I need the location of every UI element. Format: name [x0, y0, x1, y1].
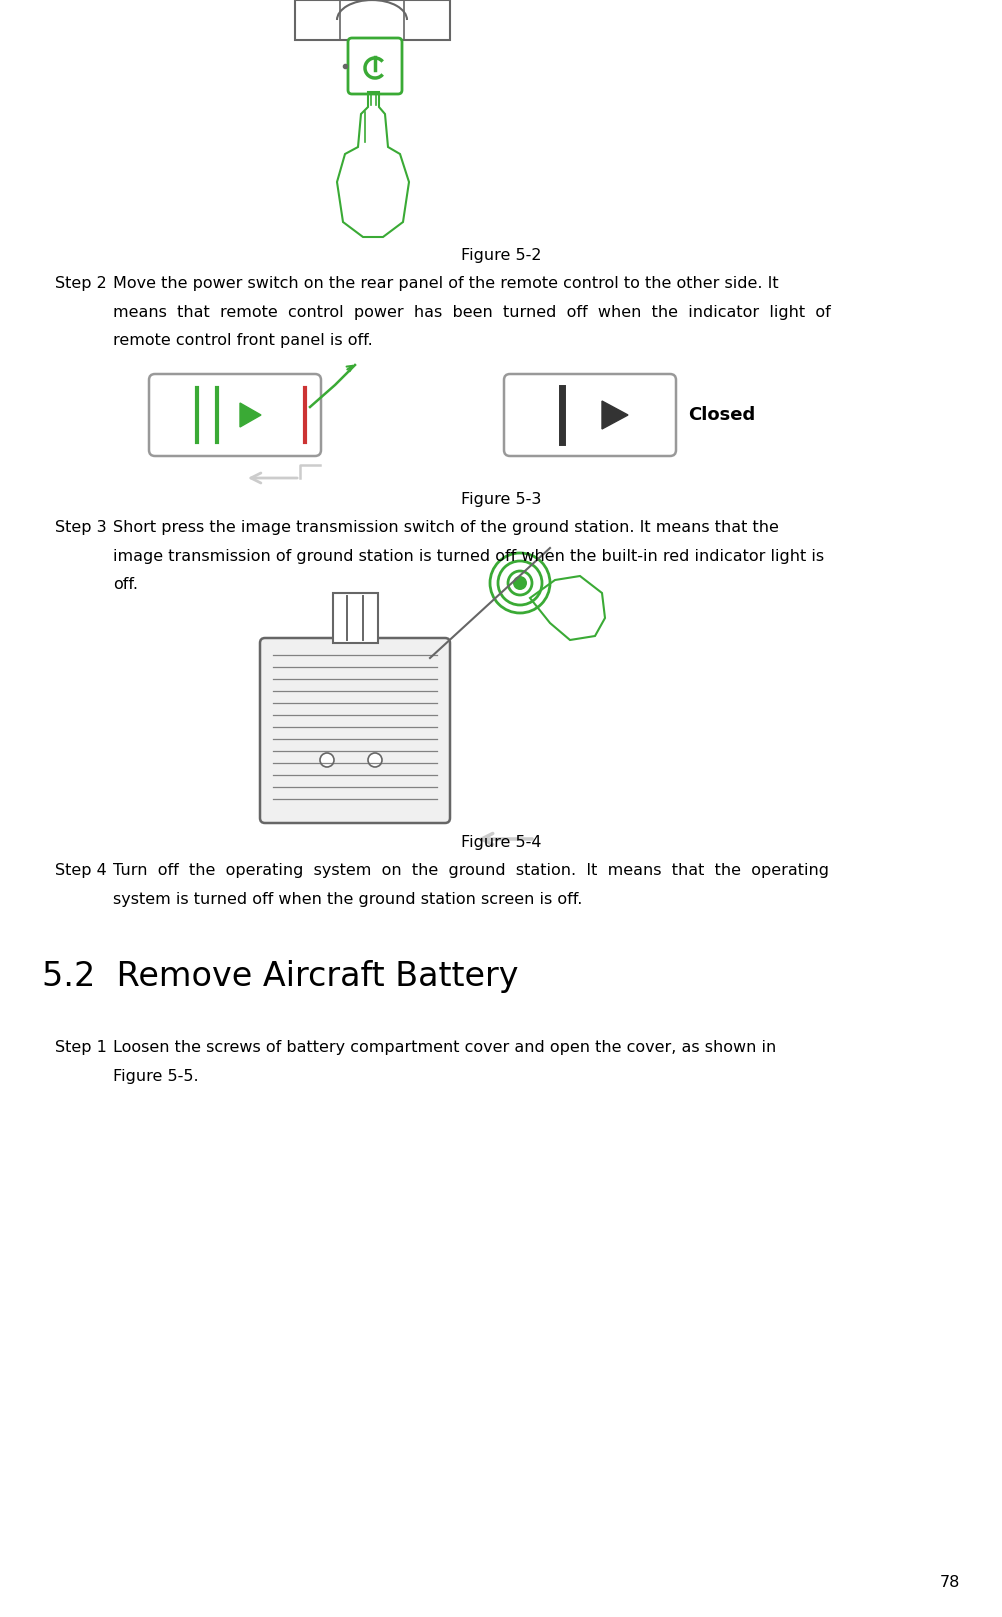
Text: Short press the image transmission switch of the ground station. It means that t: Short press the image transmission switc…: [113, 521, 779, 535]
FancyBboxPatch shape: [348, 39, 402, 94]
Text: off.: off.: [113, 577, 138, 592]
FancyBboxPatch shape: [149, 374, 321, 456]
Circle shape: [512, 576, 526, 590]
Text: Figure 5-5.: Figure 5-5.: [113, 1069, 198, 1083]
Circle shape: [490, 553, 549, 613]
Circle shape: [368, 754, 382, 766]
Polygon shape: [239, 403, 261, 427]
Text: Step 1: Step 1: [55, 1040, 107, 1054]
Text: 78: 78: [939, 1575, 959, 1590]
Text: system is turned off when the ground station screen is off.: system is turned off when the ground sta…: [113, 891, 582, 907]
Text: Figure 5-2: Figure 5-2: [460, 247, 541, 264]
Circle shape: [507, 571, 531, 595]
Text: Step 2: Step 2: [55, 277, 106, 291]
Text: Closed: Closed: [687, 406, 755, 424]
Text: remote control front panel is off.: remote control front panel is off.: [113, 333, 373, 348]
FancyBboxPatch shape: [333, 593, 378, 644]
Text: Move the power switch on the rear panel of the remote control to the other side.: Move the power switch on the rear panel …: [113, 277, 778, 291]
Circle shape: [320, 754, 334, 766]
Text: 5.2  Remove Aircraft Battery: 5.2 Remove Aircraft Battery: [42, 960, 518, 993]
Text: Figure 5-4: Figure 5-4: [460, 834, 541, 851]
FancyBboxPatch shape: [295, 0, 450, 40]
Text: Step 4: Step 4: [55, 863, 106, 878]
FancyBboxPatch shape: [260, 639, 450, 823]
FancyBboxPatch shape: [503, 374, 675, 456]
Circle shape: [498, 561, 541, 605]
Text: Loosen the screws of battery compartment cover and open the cover, as shown in: Loosen the screws of battery compartment…: [113, 1040, 776, 1054]
Text: Figure 5-3: Figure 5-3: [460, 492, 541, 508]
Text: Turn  off  the  operating  system  on  the  ground  station.  It  means  that  t: Turn off the operating system on the gro…: [113, 863, 829, 878]
Polygon shape: [601, 401, 627, 429]
Text: means  that  remote  control  power  has  been  turned  off  when  the  indicato: means that remote control power has been…: [113, 304, 830, 320]
Text: image transmission of ground station is turned off when the built-in red indicat: image transmission of ground station is …: [113, 548, 824, 564]
Text: Step 3: Step 3: [55, 521, 106, 535]
